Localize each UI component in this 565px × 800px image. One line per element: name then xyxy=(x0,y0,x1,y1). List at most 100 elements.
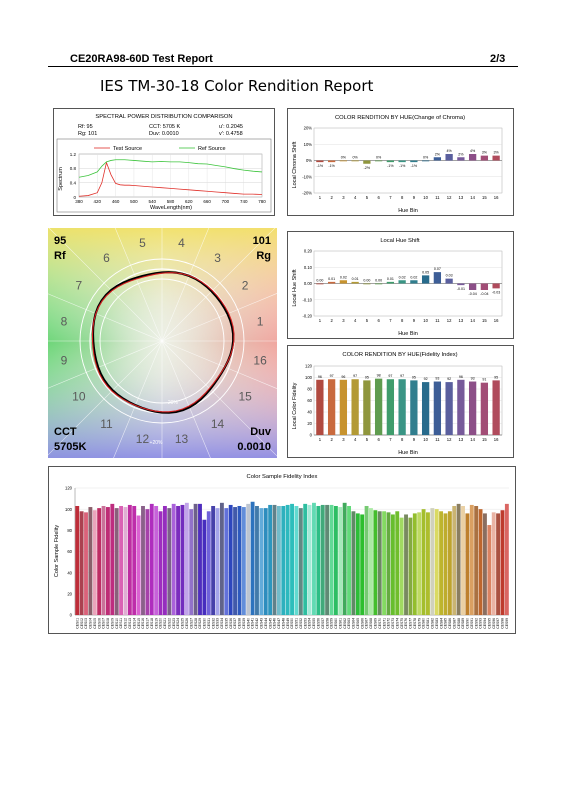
bar-label-5: -2% xyxy=(364,166,371,170)
fidelity-hue-chart: COLOR RENDITION BY HUE(Fidelity Index) L… xyxy=(292,352,503,456)
cf-bar xyxy=(224,508,229,615)
cf-xtick: CES64 xyxy=(352,618,356,629)
spd-ytick: 0 xyxy=(73,195,76,200)
hue-bin-label-8: 8 xyxy=(61,314,68,328)
cf-xtick: CES60 xyxy=(334,618,338,629)
cf-bar xyxy=(228,504,233,615)
bar-label-1: -1% xyxy=(317,164,324,168)
cf-bar xyxy=(84,512,88,615)
bar-label-12: 92 xyxy=(447,377,451,381)
bar-bin-9 xyxy=(410,280,418,284)
xtick-bin-16: 16 xyxy=(494,437,499,442)
rg-label: Rg xyxy=(256,250,271,262)
cf-bar xyxy=(132,505,137,615)
hue-bin-label-6: 6 xyxy=(103,251,110,265)
cf-xtick: CES72 xyxy=(387,618,391,629)
fidelity-title: COLOR RENDITION BY HUE(Fidelity Index) xyxy=(342,352,457,358)
cf-xtick: CES98 xyxy=(501,618,505,629)
bar-label-3: 0% xyxy=(341,156,347,160)
cf-xtick: CES61 xyxy=(338,618,342,629)
bar-label-8: 97 xyxy=(400,374,404,378)
cf-bar xyxy=(154,505,159,615)
ytick: 40 xyxy=(307,410,312,415)
cf-xtick: CES29 xyxy=(198,618,202,629)
cf-bar xyxy=(101,505,106,615)
ytick: 10% xyxy=(304,142,313,147)
cf-bar xyxy=(351,511,356,615)
cf-bar xyxy=(119,505,124,615)
spd-info-duv: Duv: 0.0010 xyxy=(149,131,179,137)
cf-bar xyxy=(211,505,216,615)
cf-bar xyxy=(246,503,251,615)
cf-bar xyxy=(171,503,176,615)
cf-xtick: CES30 xyxy=(203,618,207,629)
cf-bar xyxy=(184,502,189,615)
bar-bin-7 xyxy=(386,281,395,284)
spd-xtick: 620 xyxy=(185,199,193,204)
xtick-bin-9: 9 xyxy=(413,318,416,323)
cf-xtick: CES06 xyxy=(97,618,101,629)
cf-xtick: CES79 xyxy=(417,618,421,629)
spd-test-line xyxy=(78,161,263,197)
xtick-bin-5: 5 xyxy=(366,437,369,442)
xtick-bin-3: 3 xyxy=(342,195,345,200)
xtick-bin-4: 4 xyxy=(354,318,357,323)
bar-label-9: 0.02 xyxy=(410,275,417,279)
cf-xtick: CES67 xyxy=(365,618,369,629)
xtick-bin-2: 2 xyxy=(330,318,333,323)
cf-bar xyxy=(482,513,487,615)
bar-bin-4 xyxy=(351,160,359,162)
xtick-bin-11: 11 xyxy=(435,195,440,200)
xtick-bin-13: 13 xyxy=(459,318,464,323)
spd-ylabel: Spectrum xyxy=(58,167,64,191)
ytick: 0% xyxy=(306,158,312,163)
hue-xlabel: Hue Bin xyxy=(398,331,418,337)
cf-bar xyxy=(110,503,115,615)
cf-xtick: CES48 xyxy=(281,618,285,629)
cf-bar xyxy=(456,503,461,615)
bar-label-6: 0% xyxy=(376,156,382,160)
cf-bar xyxy=(329,504,334,615)
hue-bin-label-4: 4 xyxy=(178,236,185,250)
hue-bin-label-11: 11 xyxy=(100,417,113,431)
cf-xtick: CES97 xyxy=(496,618,500,629)
spd-chart: SPECTRAL POWER DISTRIBUTION COMPARISON R… xyxy=(56,114,272,213)
bar-label-9: -1% xyxy=(411,164,418,168)
cf-xtick: CES93 xyxy=(479,618,483,629)
xtick-bin-4: 4 xyxy=(354,437,357,442)
spd-xtick: 780 xyxy=(258,199,266,204)
cf-bar xyxy=(136,515,141,615)
cf-bar xyxy=(198,503,202,615)
cf-bar xyxy=(241,507,246,615)
cf-xtick: CES41 xyxy=(251,618,255,629)
header-divider xyxy=(48,66,518,67)
cf-bar xyxy=(176,505,181,615)
spd-panel: SPECTRAL POWER DISTRIBUTION COMPARISON R… xyxy=(53,108,275,216)
chroma-shift-chart: COLOR RENDITION BY HUE(Change of Chroma)… xyxy=(292,115,503,214)
bar-bin-9 xyxy=(410,160,418,163)
cf-bar xyxy=(294,505,299,615)
cf-bar xyxy=(399,517,404,615)
bar-bin-14 xyxy=(468,283,477,290)
cf-bar xyxy=(355,513,360,615)
cf-xtick: CES74 xyxy=(395,618,399,629)
cf-bar xyxy=(276,505,281,615)
bar-bin-2 xyxy=(327,281,336,284)
cf-bar xyxy=(347,505,351,615)
bar-label-11: 0.07 xyxy=(434,267,441,271)
cf-xtick: CES82 xyxy=(430,618,434,629)
cf-xtick: CES47 xyxy=(277,618,281,629)
bar-label-12: 0.03 xyxy=(446,274,453,278)
hue-bin-divider xyxy=(161,340,283,462)
cf-bar xyxy=(469,504,474,615)
ytick: 0.20 xyxy=(304,249,313,254)
bar-bin-8 xyxy=(398,160,406,163)
spd-xtick: 500 xyxy=(130,199,138,204)
cf-xtick: CES24 xyxy=(176,618,180,629)
color-vector-graphic: 1 2 3 4 5 6 7 8 9 10 11 12 13 14 15 16 -20% +20% 95 Rf … xyxy=(0,171,332,511)
cf-bar xyxy=(487,525,492,615)
bar-bin-11 xyxy=(433,272,442,284)
cf-xtick: CES84 xyxy=(439,618,443,629)
cf-bar xyxy=(237,505,242,615)
bar-label-1: 0.00 xyxy=(316,279,323,283)
